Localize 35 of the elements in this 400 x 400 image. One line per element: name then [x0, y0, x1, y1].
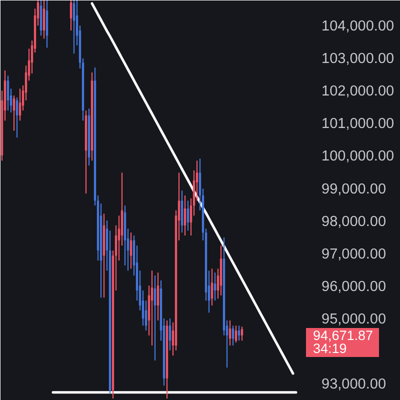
y-tick-label: 97,000.00 [322, 246, 386, 262]
candlestick [42, 0, 46, 40]
candlestick [12, 94, 16, 132]
candlestick [234, 325, 238, 344]
y-tick-label: 100,000.00 [322, 148, 394, 165]
candlestick [156, 272, 160, 321]
y-tick-label: 96,000.00 [322, 278, 386, 295]
y-tick-label: 98,000.00 [322, 214, 386, 230]
text: 34:19 [313, 341, 347, 356]
candlestick [154, 274, 156, 362]
y-tick-label: 101,000.00 [322, 116, 394, 132]
y-tick-label: 104,000.00 [322, 18, 394, 35]
candlestick [150, 270, 154, 346]
candlestick [214, 272, 216, 302]
candlestick [18, 88, 22, 122]
y-tick-label: 102,000.00 [322, 84, 394, 100]
y-tick-label: 103,000.00 [322, 51, 394, 68]
candlestick [228, 320, 232, 346]
candlestick [232, 325, 234, 346]
candlestick [6, 75, 10, 112]
y-tick-label: 95,000.00 [322, 311, 386, 328]
candlestick [240, 326, 244, 342]
candlestick [168, 318, 172, 351]
candlestick [130, 232, 132, 270]
line-series [90, 2, 294, 375]
candlestick [72, 0, 76, 54]
y-tick-label: 93,000.00 [322, 376, 386, 393]
candlestick [16, 96, 18, 138]
candlestick [186, 200, 190, 232]
text: 94,671.87 [313, 328, 374, 344]
y-tick-label: 99,000.00 [322, 181, 386, 198]
candlestick [210, 268, 214, 306]
candlestick [70, 0, 72, 31]
candlestick [184, 194, 186, 236]
candlestick [238, 325, 240, 342]
